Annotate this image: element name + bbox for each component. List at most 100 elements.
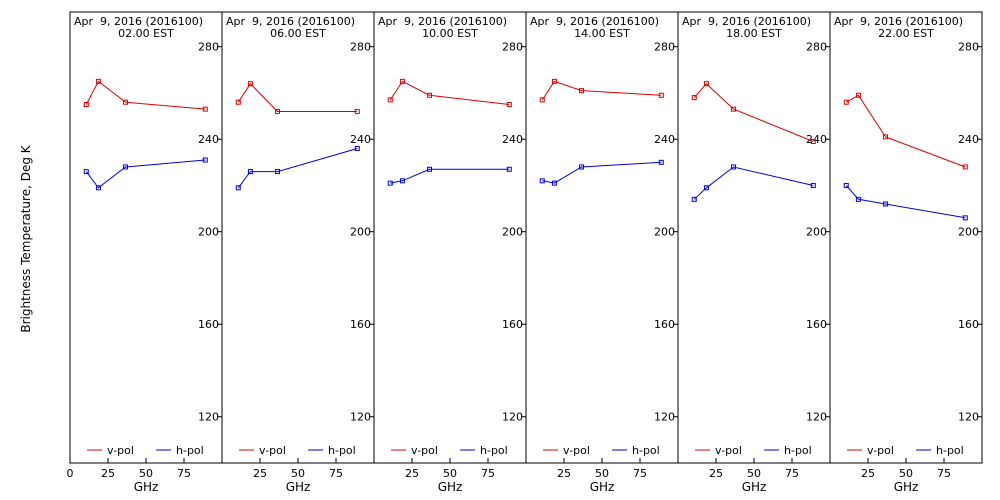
panel-subtitle: 02.00 EST (118, 27, 174, 40)
y-tick-label: 200 (958, 226, 979, 239)
data-point-h-pol (95, 185, 101, 191)
y-tick-label: 280 (654, 41, 675, 54)
data-point-h-pol (539, 178, 545, 184)
data-point-v-pol (83, 102, 89, 108)
series-line-v-pol (541, 80, 662, 101)
series-line-h-pol (542, 161, 662, 184)
data-point-v-pol (810, 139, 816, 145)
y-tick-label: 280 (350, 41, 371, 54)
legend-label-h-pol: h-pol (632, 444, 660, 457)
panel-title: Apr 9, 2016 (2016100) (378, 15, 507, 28)
data-point-h-pol (83, 169, 89, 175)
x-tick-label: 50 (443, 467, 457, 480)
data-point-v-pol (855, 92, 861, 98)
panel-1: Apr 9, 2016 (2016100)02.00 EST 120 160 200 2… (67, 11, 223, 494)
data-point-v-pol (274, 108, 280, 114)
x-tick-label: 50 (595, 467, 609, 480)
data-point-v-pol (730, 106, 736, 112)
panel-subtitle: 22.00 EST (878, 27, 934, 40)
series-line-v-pol (85, 80, 206, 110)
x-tick-label: 0 (67, 467, 74, 480)
x-tick-label: 50 (899, 467, 913, 480)
series-line-h-pol (390, 168, 510, 184)
panel-6: Apr 9, 2016 (2016100)22.00 EST 120 160 200 2… (829, 11, 983, 494)
data-point-v-pol (882, 134, 888, 140)
x-tick-label: 25 (709, 467, 723, 480)
x-axis-label: GHz (134, 480, 159, 494)
panels: Apr 9, 2016 (2016100)02.00 EST1201602002… (67, 11, 983, 494)
legend-label-h-pol: h-pol (176, 444, 204, 457)
y-tick-label: 160 (502, 318, 523, 331)
data-point-v-pol (658, 92, 664, 98)
data-point-h-pol (810, 182, 816, 188)
y-tick-label: 200 (654, 226, 675, 239)
data-point-h-pol (387, 180, 393, 186)
legend-label-h-pol: h-pol (480, 444, 508, 457)
data-point-v-pol (703, 81, 709, 87)
legend-label-v-pol: v-pol (259, 444, 286, 457)
x-tick-label: 25 (557, 467, 571, 480)
data-point-h-pol (247, 169, 253, 175)
series-line-h-pol (237, 148, 358, 189)
x-axis-label: GHz (590, 480, 615, 494)
x-tick-label: 75 (481, 467, 495, 480)
y-tick-label: 160 (806, 318, 827, 331)
data-point-h-pol (730, 164, 736, 170)
legend-label-v-pol: v-pol (563, 444, 590, 457)
data-point-h-pol (658, 159, 664, 165)
legend-label-v-pol: v-pol (107, 444, 134, 457)
y-tick-label: 160 (654, 318, 675, 331)
panel-2: Apr 9, 2016 (2016100)06.00 EST 120 160 200 2… (221, 11, 375, 494)
series-line-v-pol (693, 82, 814, 142)
panel-subtitle: 14.00 EST (574, 27, 630, 40)
y-tick-label: 120 (502, 411, 523, 424)
y-tick-label: 120 (198, 411, 219, 424)
y-tick-label: 280 (502, 41, 523, 54)
y-tick-label: 160 (958, 318, 979, 331)
data-point-v-pol (247, 81, 253, 87)
x-tick-label: 25 (253, 467, 267, 480)
data-point-v-pol (539, 97, 545, 103)
x-tick-label: 75 (937, 467, 951, 480)
data-point-h-pol (962, 215, 968, 221)
x-tick-label: 75 (785, 467, 799, 480)
series-line-h-pol (845, 185, 966, 219)
series-line-v-pol (389, 80, 510, 105)
data-point-h-pol (855, 196, 861, 202)
panel-title: Apr 9, 2016 (2016100) (834, 15, 963, 28)
series-line-h-pol (693, 166, 814, 200)
x-axis-label: GHz (438, 480, 463, 494)
y-tick-label: 240 (958, 133, 979, 146)
y-tick-label: 200 (198, 226, 219, 239)
series-line-h-pol (85, 159, 206, 189)
data-point-h-pol (202, 157, 208, 163)
panel-title: Apr 9, 2016 (2016100) (682, 15, 811, 28)
y-tick-label: 240 (654, 133, 675, 146)
panel-subtitle: 18.00 EST (726, 27, 782, 40)
x-tick-label: 50 (291, 467, 305, 480)
y-tick-label: 240 (350, 133, 371, 146)
panel-title: Apr 9, 2016 (2016100) (530, 15, 659, 28)
panel-5: Apr 9, 2016 (2016100)18.00 EST 120 160 200 2… (677, 11, 831, 494)
x-tick-label: 50 (139, 467, 153, 480)
data-point-v-pol (962, 164, 968, 170)
y-tick-label: 120 (350, 411, 371, 424)
data-point-v-pol (691, 95, 697, 101)
y-tick-label: 280 (958, 41, 979, 54)
data-point-v-pol (426, 92, 432, 98)
series-line-v-pol (237, 82, 358, 112)
x-tick-label: 75 (633, 467, 647, 480)
y-tick-label: 120 (958, 411, 979, 424)
legend-label-h-pol: h-pol (784, 444, 812, 457)
panel-subtitle: 10.00 EST (422, 27, 478, 40)
y-tick-label: 120 (806, 411, 827, 424)
y-tick-label: 240 (198, 133, 219, 146)
legend-label-h-pol: h-pol (936, 444, 964, 457)
data-point-h-pol (506, 166, 512, 172)
panel-3: Apr 9, 2016 (2016100)10.00 EST 120 160 200 2… (373, 11, 527, 494)
y-tick-label: 160 (350, 318, 371, 331)
x-tick-label: 75 (177, 467, 191, 480)
panel-title: Apr 9, 2016 (2016100) (74, 15, 203, 28)
panel-title: Apr 9, 2016 (2016100) (226, 15, 355, 28)
